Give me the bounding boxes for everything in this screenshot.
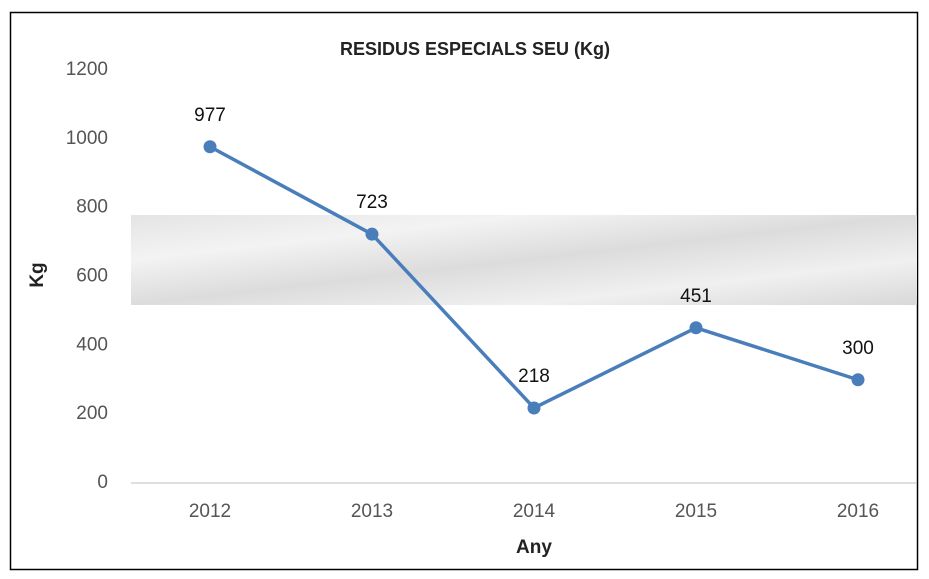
x-tick-label: 2015 [675, 501, 717, 522]
data-label: 451 [680, 286, 712, 307]
x-axis-label: Any [516, 537, 552, 558]
y-tick-label: 1000 [66, 128, 108, 149]
y-tick-label: 800 [76, 197, 108, 218]
background-texture [131, 215, 917, 305]
data-label: 977 [194, 105, 226, 126]
point [689, 321, 703, 335]
y-tick-label: 600 [76, 266, 108, 287]
data-label: 300 [842, 338, 874, 359]
x-tick-label: 2012 [189, 501, 231, 522]
y-tick-label: 400 [76, 334, 108, 355]
x-tick-label: 2016 [837, 501, 879, 522]
point [365, 227, 379, 241]
y-axis-label: Kg [27, 262, 48, 287]
x-tick-label: 2013 [351, 501, 393, 522]
y-tick-label: 200 [76, 403, 108, 424]
y-tick-label: 0 [97, 472, 108, 493]
y-tick-label: 1200 [66, 59, 108, 80]
chart-title: RESIDUS ESPECIALS SEU (Kg) [340, 39, 610, 59]
data-label: 218 [518, 366, 550, 387]
x-tick-label: 2014 [513, 501, 556, 522]
point [851, 373, 865, 387]
data-label: 723 [356, 192, 388, 213]
point [527, 401, 541, 415]
point [203, 140, 217, 154]
